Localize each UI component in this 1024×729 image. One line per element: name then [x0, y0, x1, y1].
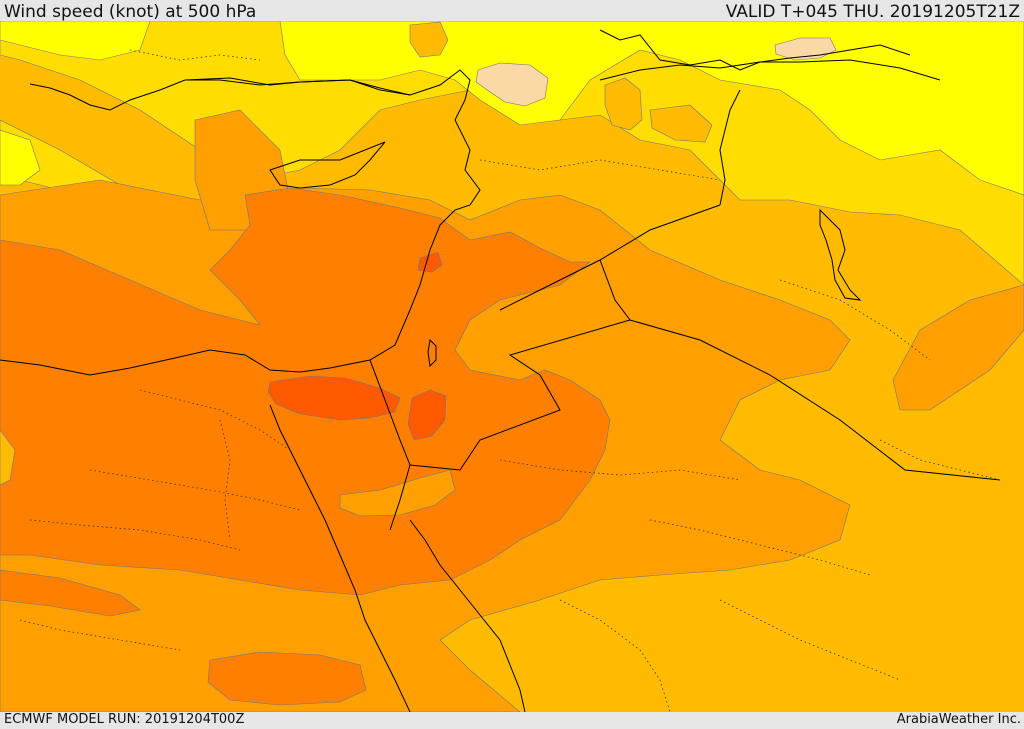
band-amber-inset: [0, 429, 16, 486]
band-dark-orange-south: [207, 651, 367, 706]
valid-time: VALID T+045 THU. 20191205T21Z: [725, 2, 1020, 22]
border-line-7: [719, 89, 741, 206]
band-yellow-cyprus: [0, 129, 41, 186]
border-line-3: [629, 319, 1001, 481]
border-line-4: [369, 359, 411, 531]
province-boundaries: [19, 49, 1001, 712]
band-amber-patch-2: [409, 21, 449, 58]
dead-sea: [427, 338, 437, 368]
coastline-black-sea: [599, 29, 911, 71]
border-line-2: [409, 259, 631, 471]
band-orange-east: [892, 284, 1024, 411]
coastline-mediterranean: [0, 69, 481, 376]
credit: ArabiaWeather Inc.: [896, 712, 1021, 727]
band-strongest: [267, 375, 401, 421]
map-title: Wind speed (knot) at 500 hPa: [4, 2, 257, 22]
coastline-sinai-east: [409, 519, 526, 712]
band-strongest-3: [417, 251, 443, 273]
band-yellow-west: [0, 21, 151, 61]
band-amber-patch-1: [604, 77, 643, 131]
border-line-6: [599, 59, 941, 81]
coastline-caspian: [819, 208, 862, 301]
band-weakest-north: [475, 62, 549, 107]
coastline-cyprus: [269, 141, 386, 189]
band-orange-inset: [339, 469, 456, 517]
border-line-5: [184, 77, 411, 96]
band-dark-orange-west: [0, 569, 141, 617]
model-run: ECMWF MODEL RUN: 20191204T00Z: [4, 712, 245, 727]
wind-speed-map[interactable]: [0, 21, 1024, 712]
band-yellow-north: [279, 21, 1024, 196]
band-strongest-2: [407, 389, 447, 441]
band-amber-patch-3: [649, 104, 713, 143]
